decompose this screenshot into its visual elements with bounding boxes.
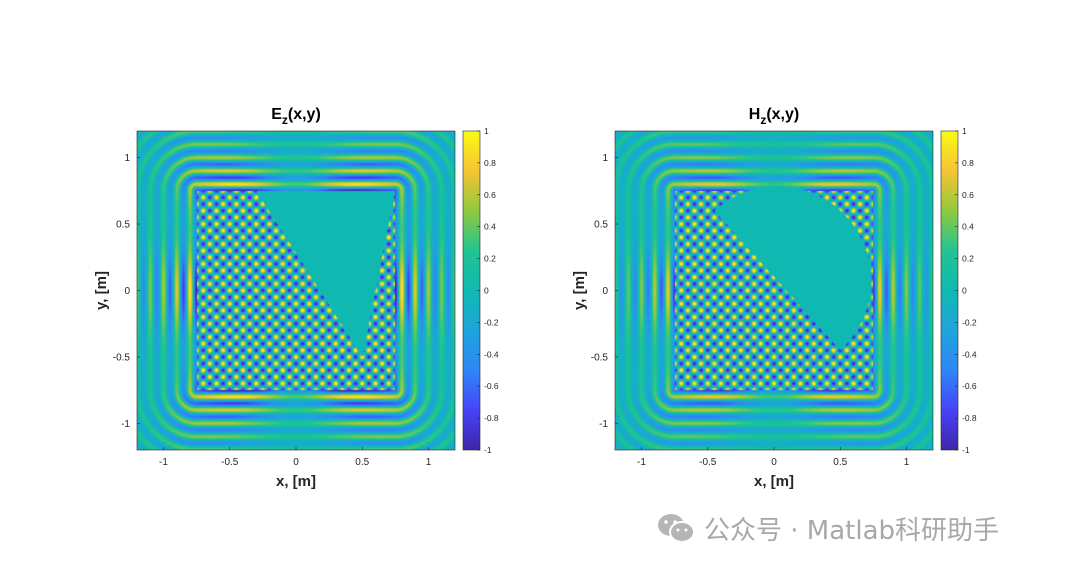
y-tick-label: 0 (124, 286, 130, 297)
heatmap-image (615, 131, 933, 450)
x-tick-label: 1 (426, 457, 432, 468)
y-axis-label: y, [m] (93, 271, 110, 310)
colorbar-tick-label: 0.6 (962, 190, 974, 200)
colorbar-tick-label: -0.2 (962, 317, 977, 327)
chart-panel: -1 -0.5 0 0.5 1 -1 -0.5 0 0.5 1 x, [m] y, [m] Hz(x,y… (571, 106, 977, 490)
chart-title: Ez(x,y) (271, 106, 321, 127)
colorbar-tick-label: 0.4 (962, 222, 974, 232)
x-tick-label: 1 (904, 457, 910, 468)
colorbar-tick-label: -1 (484, 445, 492, 455)
watermark-text: 公众号 · Matlab科研助手 (704, 515, 1000, 546)
y-tick-label: -1 (121, 419, 130, 430)
chart-panel: -1 -0.5 0 0.5 1 -1 -0.5 0 0.5 1 x, [m] y, [m] Ez(x,y… (93, 106, 499, 490)
colorbar-tick-label: 0 (484, 286, 489, 296)
y-tick-label: -0.5 (113, 352, 131, 363)
x-tick-label: -0.5 (699, 457, 717, 468)
colorbar-tick-label: -1 (962, 445, 970, 455)
x-tick-label: -0.5 (221, 457, 239, 468)
watermark: 公众号 · Matlab科研助手 (656, 510, 999, 546)
colorbar-tick-label: -0.8 (962, 413, 977, 423)
y-tick-label: 1 (602, 153, 608, 164)
colorbar-tick-label: 0.2 (962, 254, 974, 264)
x-axis-label: x, [m] (276, 473, 316, 490)
y-tick-label: 0.5 (594, 220, 608, 231)
y-tick-label: 1 (124, 153, 130, 164)
colorbar-tick-label: 1 (962, 126, 967, 136)
x-tick-label: 0.5 (355, 457, 369, 468)
colorbar-tick-label: -0.4 (484, 349, 499, 359)
colorbar-tick-label: -0.4 (962, 349, 977, 359)
wechat-icon (658, 514, 695, 543)
x-tick-label: 0 (771, 457, 777, 468)
y-tick-label: -0.5 (591, 352, 609, 363)
colorbar-tick-label: -0.2 (484, 317, 499, 327)
x-tick-label: 0.5 (833, 457, 847, 468)
colorbar-tick-label: 0.8 (962, 158, 974, 168)
x-tick-label: -1 (159, 457, 168, 468)
x-tick-label: 0 (293, 457, 299, 468)
colorbar-tick-label: -0.8 (484, 413, 499, 423)
x-tick-label: -1 (637, 457, 646, 468)
y-tick-label: -1 (599, 419, 608, 430)
colorbar-tick-label: 0.6 (484, 190, 496, 200)
colorbar-tick-label: 0.4 (484, 222, 496, 232)
colorbar-tick-label: 0.8 (484, 158, 496, 168)
colorbar-tick-label: 0 (962, 286, 967, 296)
y-axis-label: y, [m] (571, 271, 588, 310)
y-tick-label: 0 (602, 286, 608, 297)
x-axis-label: x, [m] (754, 473, 794, 490)
colorbar-tick-label: -0.6 (962, 381, 977, 391)
y-tick-label: 0.5 (116, 220, 130, 231)
heatmap-image (137, 131, 455, 450)
colorbar-tick-label: 0.2 (484, 254, 496, 264)
colorbar-tick-label: 1 (484, 126, 489, 136)
colorbar-tick-label: -0.6 (484, 381, 499, 391)
chart-title: Hz(x,y) (749, 106, 799, 127)
